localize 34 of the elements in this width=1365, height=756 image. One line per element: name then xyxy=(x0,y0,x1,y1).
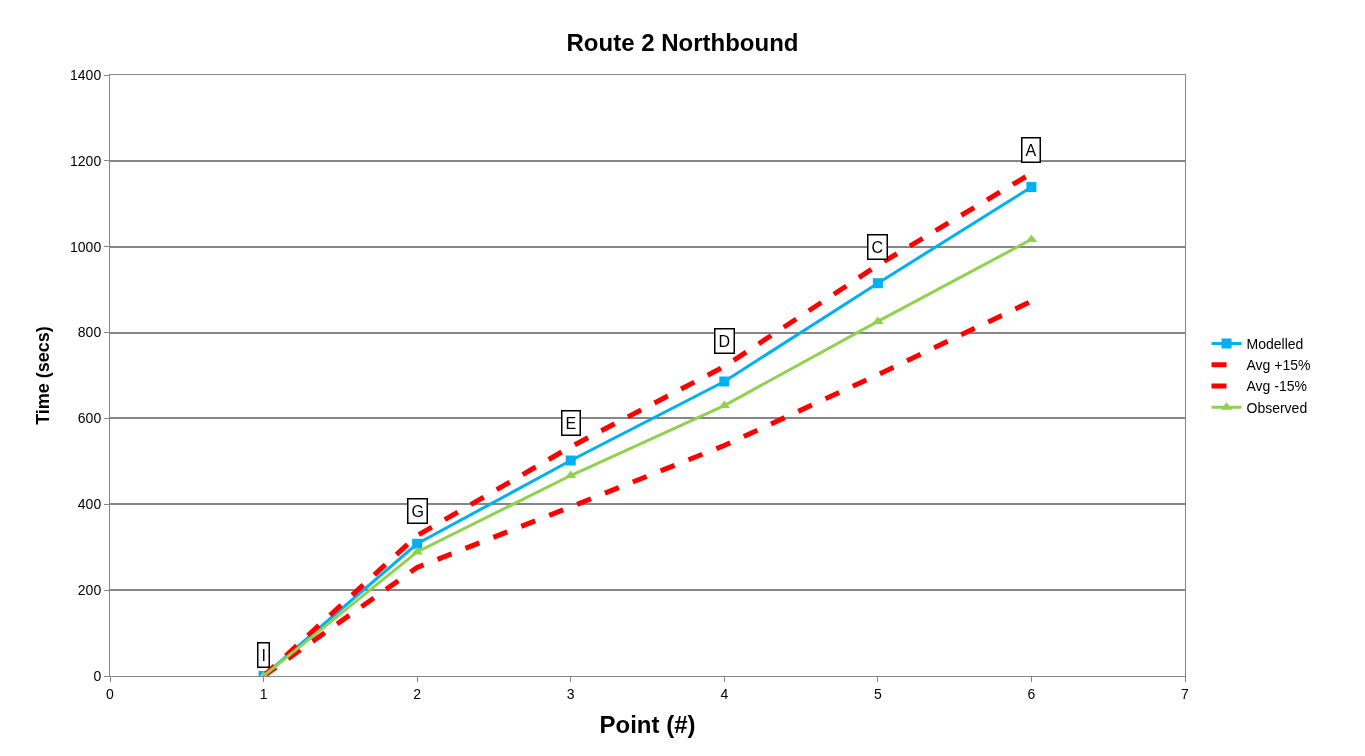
x-tick-label: 4 xyxy=(720,685,729,702)
y-tick-label: 0 xyxy=(93,667,102,684)
x-tick-label: 0 xyxy=(106,685,115,702)
x-axis-title: Point (#) xyxy=(599,711,696,739)
legend-label: Modelled xyxy=(1246,336,1304,353)
annotation: E xyxy=(565,414,577,432)
x-tick-label: 2 xyxy=(413,685,422,702)
annotation: I xyxy=(261,646,266,664)
x-tick-label: 6 xyxy=(1027,685,1036,702)
y-axis-title: Time (secs) xyxy=(33,326,54,425)
point xyxy=(872,278,883,289)
y-tick-label: 1400 xyxy=(70,66,102,83)
point xyxy=(565,455,576,466)
annotation: G xyxy=(411,502,424,520)
annotation: D xyxy=(718,332,731,350)
chart-title: Route 2 Northbound xyxy=(566,28,799,56)
x-tick-label: 1 xyxy=(259,685,268,702)
y-tick-label: 200 xyxy=(77,582,102,599)
x-tick-label: 5 xyxy=(873,685,882,702)
y-tick-label: 400 xyxy=(77,496,102,513)
point xyxy=(719,376,730,387)
y-tick-label: 600 xyxy=(77,410,102,427)
legend-label: Avg +15% xyxy=(1246,357,1311,374)
x-tick-label: 3 xyxy=(566,685,575,702)
annotation: C xyxy=(871,238,884,256)
legend-label: Observed xyxy=(1246,399,1308,416)
annotation: A xyxy=(1025,141,1037,159)
y-tick-label: 1200 xyxy=(70,152,102,169)
y-tick-label: 1000 xyxy=(70,238,102,255)
x-tick-label: 7 xyxy=(1181,685,1190,702)
y-tick-label: 800 xyxy=(77,324,102,341)
legend-label: Avg -15% xyxy=(1246,378,1307,395)
point xyxy=(1026,182,1037,193)
point xyxy=(412,538,423,549)
